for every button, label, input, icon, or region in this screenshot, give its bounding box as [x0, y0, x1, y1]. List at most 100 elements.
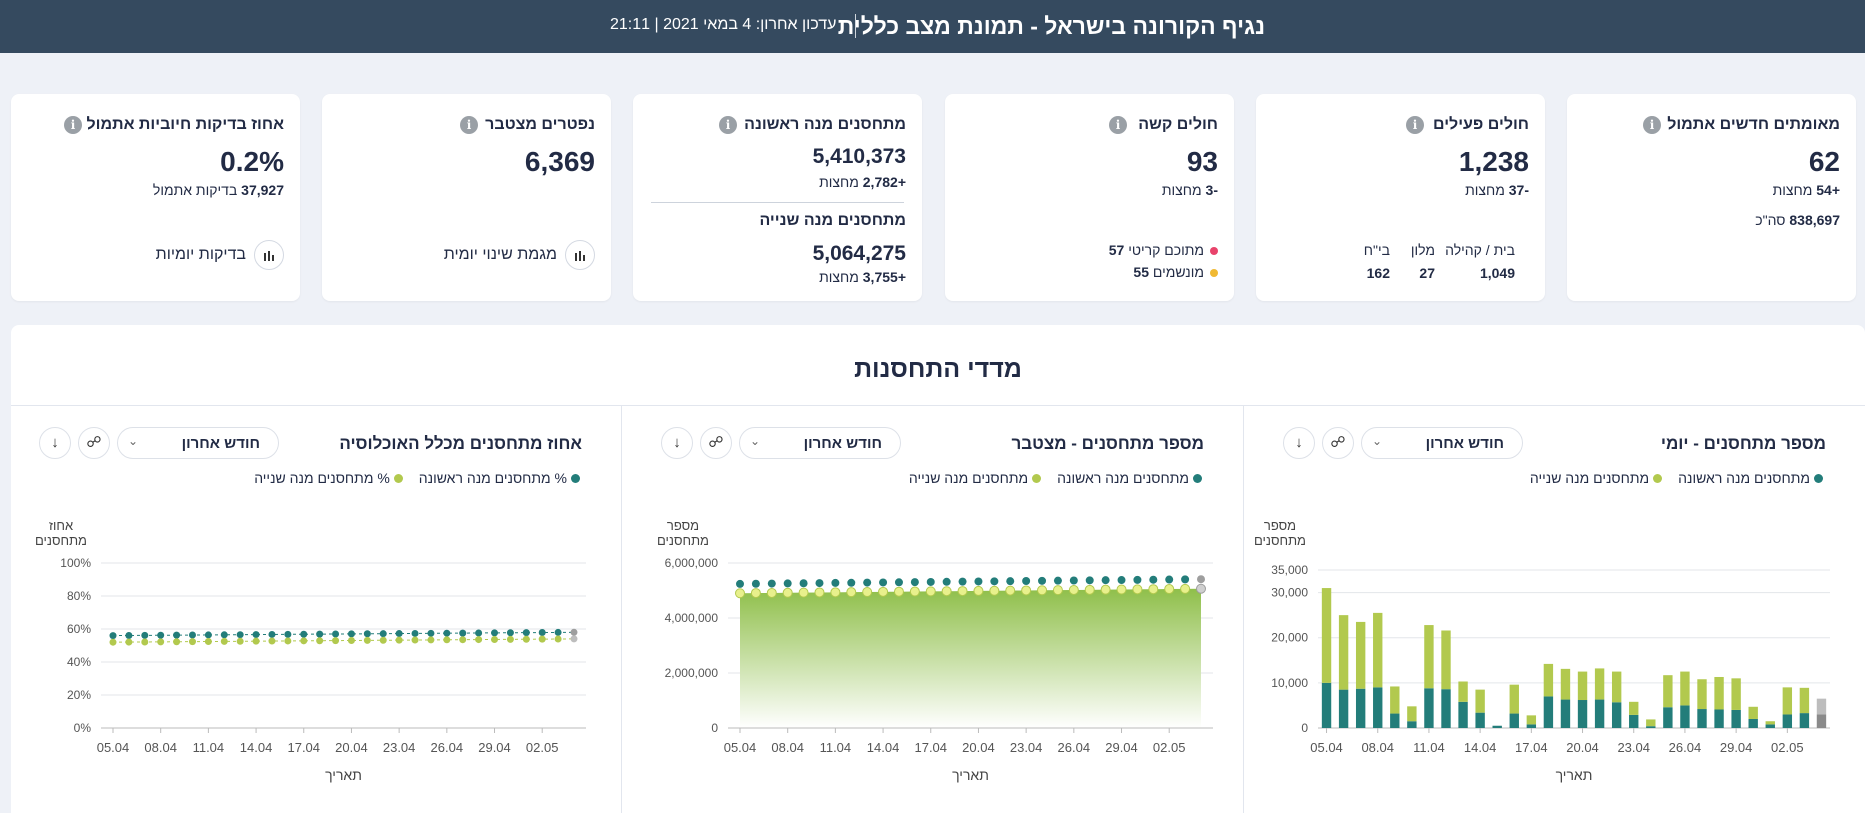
point-first-dose: [459, 629, 467, 637]
info-icon[interactable]: i: [1109, 116, 1127, 134]
bar-second-dose: [1543, 663, 1554, 697]
period-dropdown[interactable]: חודש אחרון ⌄: [117, 427, 279, 459]
point-second-dose: [893, 586, 904, 597]
x-tick-label: 17.04: [287, 740, 320, 755]
card-delta: +54 מחצות: [1772, 182, 1840, 198]
active-home-col: בית / קהילה 1,049: [1445, 242, 1515, 281]
chevron-down-icon: ⌄: [1372, 434, 1383, 448]
x-tick-label: 23.04: [1010, 740, 1043, 755]
point-second-dose: [909, 586, 920, 597]
legend-item: מתחסנים מנה שנייה: [1530, 470, 1663, 486]
bar-second-dose: [1526, 715, 1537, 725]
point-first-dose: [109, 632, 117, 640]
daily-trend-link[interactable]: מגמת שינוי יומית: [444, 240, 595, 270]
bar-first-dose: [1509, 713, 1519, 728]
download-button[interactable]: ↓: [1283, 427, 1315, 459]
y-tick-label: 20,000: [1271, 631, 1308, 645]
bar-second-dose: [1594, 668, 1605, 700]
info-icon[interactable]: i: [1643, 116, 1661, 134]
card-severe: חולים קשה i 93 -3 מחצות מתוכם קריטי 57 מ…: [945, 94, 1234, 301]
bar-second-dose: [1799, 687, 1810, 714]
legend-dot: [1193, 473, 1202, 483]
card-title-second-dose: מתחסנים מנה שנייה: [759, 212, 906, 229]
bar-second-dose: [1697, 679, 1707, 710]
line-second-dose: [112, 638, 575, 643]
period-dropdown[interactable]: חודש אחרון ⌄: [739, 427, 901, 459]
bar-second-dose: [1321, 588, 1332, 683]
x-axis-label: תאריך: [952, 767, 989, 783]
card-deceased: נפטרים מצטבר i 6,369 מגמת שינוי יומית: [322, 94, 611, 301]
point-first-dose: [751, 579, 760, 588]
point-second-dose: [347, 636, 355, 644]
point-first-dose: [506, 629, 514, 637]
point-second-dose: [846, 587, 857, 598]
point-second-dose: [491, 635, 499, 643]
bar-second-dose: [1458, 681, 1468, 702]
point-first-dose: [173, 631, 181, 639]
point-second-dose: [830, 587, 841, 598]
point-second-dose: [443, 636, 451, 644]
x-axis-label: תאריך: [1556, 767, 1593, 783]
bar-second-dose: [1509, 684, 1519, 714]
point-first-dose: [1101, 576, 1110, 585]
point-second-dose: [125, 638, 133, 646]
x-tick-label: 20.04: [335, 740, 368, 755]
share-button[interactable]: ☍: [78, 427, 110, 459]
card-new-cases: מאומתים חדשים אתמול i 62 +54 מחצות 838,6…: [1567, 94, 1856, 301]
y-tick-label: 10,000: [1271, 676, 1308, 690]
bar-second-dose: [1390, 686, 1400, 714]
bar-first-dose: [1697, 709, 1707, 728]
x-tick-label: 26.04: [1669, 740, 1702, 755]
bar-first-dose: [1543, 696, 1554, 728]
bar-second-dose: [1714, 676, 1724, 710]
share-button[interactable]: ☍: [700, 427, 732, 459]
x-tick-label: 23.04: [383, 740, 416, 755]
point-first-dose: [974, 577, 983, 586]
share-icon: ☍: [86, 434, 102, 451]
point-second-dose: [957, 586, 968, 597]
point-second-dose: [395, 636, 403, 644]
daily-tests-link[interactable]: בדיקות יומיות: [156, 240, 284, 270]
point-first-dose: [958, 577, 967, 586]
point-first-dose: [363, 630, 371, 638]
point-second-dose: [1037, 585, 1048, 596]
info-icon[interactable]: i: [719, 116, 737, 134]
info-icon[interactable]: i: [1406, 116, 1424, 134]
x-tick-label: 29.04: [1720, 740, 1753, 755]
point-first-dose: [475, 629, 483, 637]
info-icon[interactable]: i: [460, 116, 478, 134]
y-tick-label: 35,000: [1271, 563, 1308, 577]
card-divider: [651, 202, 904, 203]
bar-first-dose: [1748, 718, 1758, 728]
x-tick-label: 08.04: [144, 740, 177, 755]
y-tick-label: 0%: [74, 721, 92, 735]
period-dropdown[interactable]: חודש אחרון ⌄: [1361, 427, 1523, 459]
download-button[interactable]: ↓: [661, 427, 693, 459]
bar-first-dose: [1680, 705, 1690, 728]
bar-second-dose: [1765, 721, 1775, 725]
point-first-dose: [570, 628, 578, 636]
bar-first-dose: [1441, 689, 1451, 728]
point-first-dose: [125, 631, 133, 639]
card-tests: 37,927 בדיקות אתמול: [152, 182, 284, 198]
card-title: אחוז בדיקות חיוביות אתמול: [86, 116, 284, 133]
chart-divider: [621, 406, 622, 813]
point-second-dose: [814, 587, 825, 598]
legend-dot: [1032, 473, 1042, 483]
x-tick-label: 14.04: [867, 740, 900, 755]
point-first-dose: [736, 579, 744, 588]
bar-first-dose: [1646, 726, 1656, 728]
panel-title: מדדי התחסנות: [854, 355, 1022, 383]
x-tick-label: 23.04: [1617, 740, 1650, 755]
share-button[interactable]: ☍: [1322, 427, 1354, 459]
bar-first-dose: [1475, 712, 1485, 728]
line-first-dose: [112, 631, 575, 637]
info-icon[interactable]: i: [64, 116, 82, 134]
legend-item: מתחסנים מנה ראשונה: [1057, 470, 1202, 486]
bar-second-dose: [1407, 706, 1417, 722]
x-tick-label: 17.04: [914, 740, 947, 755]
legend-dot: [1814, 473, 1823, 483]
point-second-dose: [204, 638, 212, 646]
download-button[interactable]: ↓: [39, 427, 71, 459]
share-icon: ☍: [1330, 434, 1346, 451]
